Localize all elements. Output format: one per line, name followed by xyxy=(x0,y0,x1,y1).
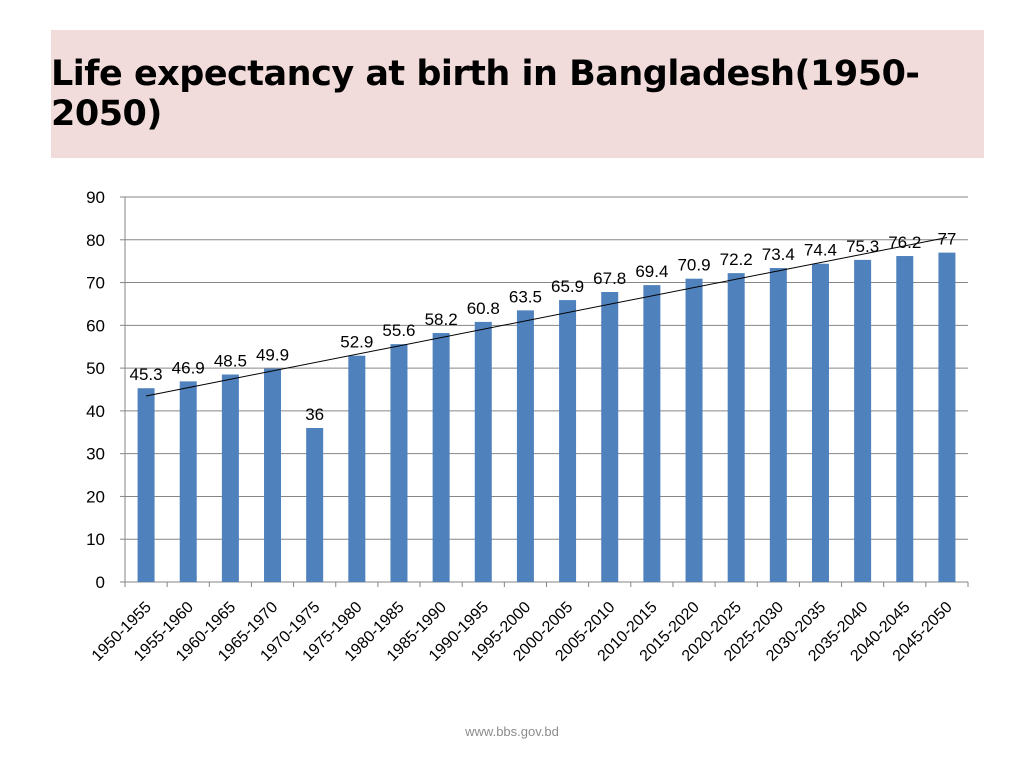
data-label: 65.9 xyxy=(551,277,584,296)
slide-title: Life expectancy at birth in Bangladesh(1… xyxy=(51,54,920,134)
data-label: 60.8 xyxy=(467,299,500,318)
bar xyxy=(559,300,577,582)
trendline xyxy=(145,237,948,397)
bar xyxy=(769,268,787,582)
bar xyxy=(685,278,703,582)
bar xyxy=(432,333,450,582)
title-banner: Life expectancy at birth in Bangladesh(1… xyxy=(51,30,984,158)
y-tick-label: 10 xyxy=(86,530,105,549)
data-label: 58.2 xyxy=(425,310,458,329)
data-label: 69.4 xyxy=(635,262,668,281)
bar xyxy=(896,256,914,582)
data-label: 73.4 xyxy=(762,245,795,264)
data-label: 76.2 xyxy=(888,233,921,252)
data-label: 67.8 xyxy=(593,269,626,288)
y-tick-label: 80 xyxy=(86,231,105,250)
y-tick-label: 40 xyxy=(86,402,105,421)
data-label: 70.9 xyxy=(677,256,710,275)
bar xyxy=(179,381,197,582)
bar xyxy=(601,291,619,582)
bar xyxy=(643,285,661,582)
data-label: 55.6 xyxy=(382,321,415,340)
bar xyxy=(938,252,956,582)
data-label: 63.5 xyxy=(509,287,542,306)
bar xyxy=(348,355,366,582)
y-tick-label: 50 xyxy=(86,359,105,378)
data-label: 49.9 xyxy=(256,346,289,365)
bar xyxy=(390,344,408,582)
y-tick-label: 60 xyxy=(86,316,105,335)
data-label: 36 xyxy=(305,405,324,424)
y-tick-label: 30 xyxy=(86,445,105,464)
data-label: 77 xyxy=(937,230,956,249)
data-label: 46.9 xyxy=(172,358,205,377)
y-tick-label: 20 xyxy=(86,487,105,506)
bar xyxy=(264,368,282,582)
y-tick-label: 90 xyxy=(86,188,105,207)
data-label: 45.3 xyxy=(130,365,163,384)
bar xyxy=(854,259,872,582)
y-tick-label: 70 xyxy=(86,274,105,293)
data-label: 52.9 xyxy=(340,333,373,352)
y-tick-label: 0 xyxy=(96,573,105,592)
bar xyxy=(474,321,492,582)
bar xyxy=(516,310,534,582)
bar xyxy=(727,273,745,582)
data-label: 75.3 xyxy=(846,237,879,256)
data-label: 72.2 xyxy=(720,250,753,269)
bar xyxy=(137,388,155,582)
data-label: 48.5 xyxy=(214,352,247,371)
bar xyxy=(306,428,324,582)
data-label: 74.4 xyxy=(804,241,837,260)
bar xyxy=(811,263,829,582)
bar xyxy=(221,374,239,582)
source-footer: www.bbs.gov.bd xyxy=(465,724,559,739)
